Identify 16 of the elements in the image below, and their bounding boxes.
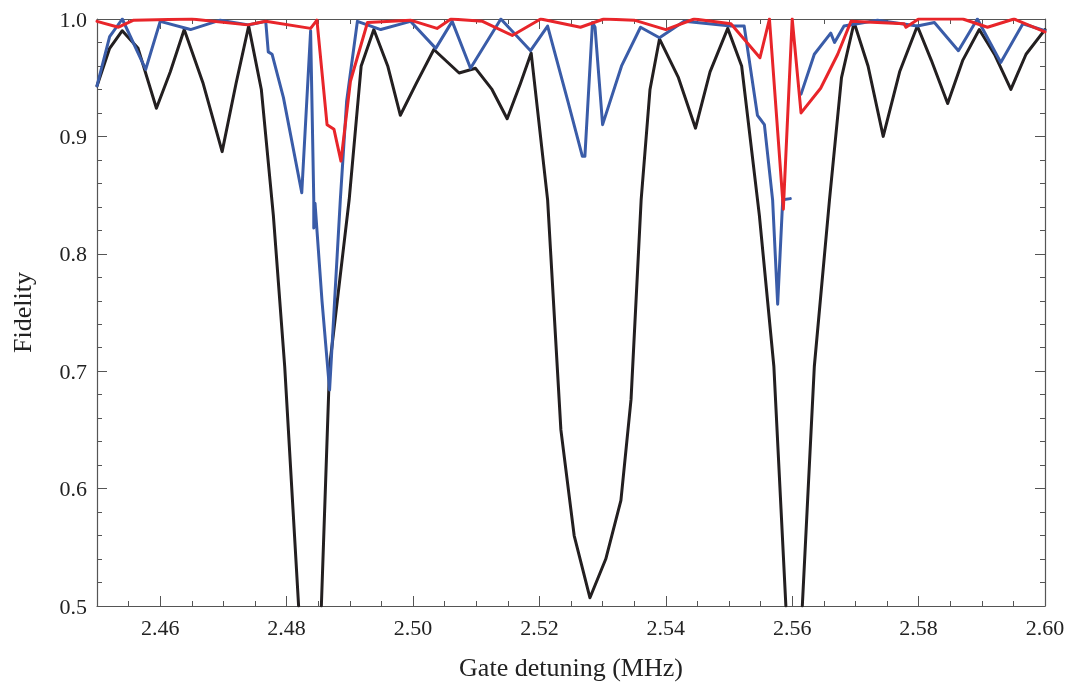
y-axis-title: Fidelity: [7, 272, 37, 353]
x-tick-label: 2.54: [646, 614, 686, 640]
x-tick-label: 2.48: [267, 614, 306, 640]
y-tick-label: 0.5: [59, 593, 87, 619]
x-tick-label: 2.52: [520, 614, 559, 640]
x-tick-label: 2.60: [1025, 614, 1065, 640]
x-tick-label: 2.50: [393, 614, 433, 640]
x-tick-label: 2.56: [772, 614, 812, 640]
x-tick-label: 2.58: [899, 614, 938, 640]
y-tick-label: 0.8: [59, 241, 87, 267]
y-tick-label: 0.9: [59, 123, 87, 149]
x-axis-title: Gate detuning (MHz): [459, 652, 683, 682]
y-tick-label: 1.0: [59, 6, 87, 32]
x-tick-label: 2.46: [140, 614, 180, 640]
y-tick-label: 0.7: [59, 358, 87, 384]
y-tick-label: 0.6: [59, 476, 87, 502]
